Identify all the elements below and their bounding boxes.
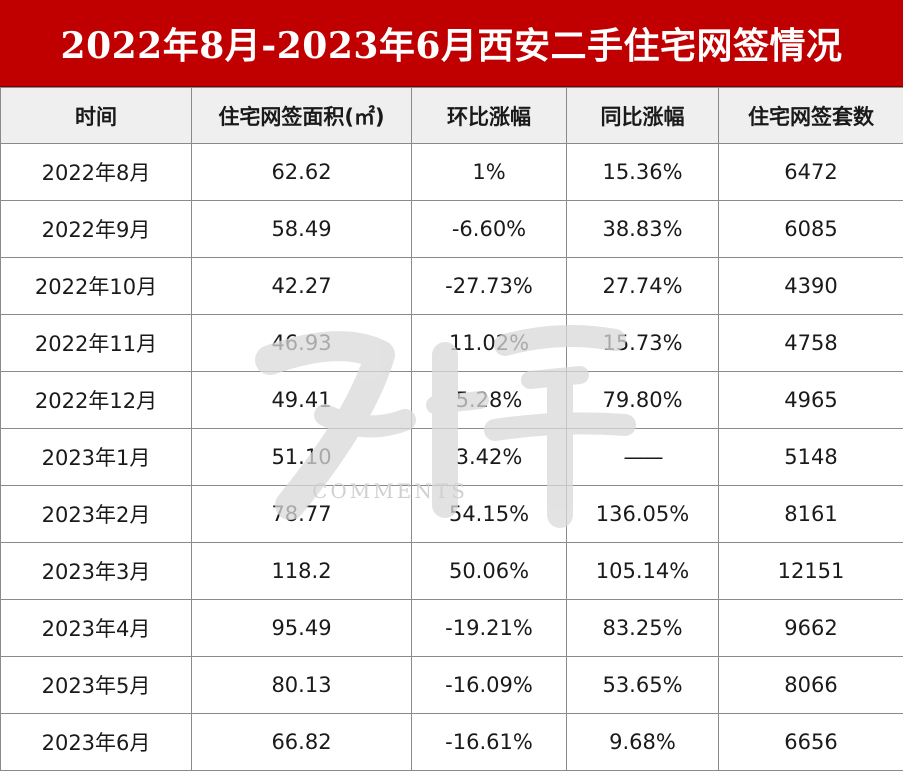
table-cell: 2023年6月 xyxy=(1,714,192,771)
table-cell: 4965 xyxy=(719,372,903,429)
table-cell: 46.93 xyxy=(192,315,412,372)
table-cell: 49.41 xyxy=(192,372,412,429)
table-cell: 9662 xyxy=(719,600,903,657)
table-cell: 80.13 xyxy=(192,657,412,714)
table-cell: -16.09% xyxy=(412,657,567,714)
header-row: 时间 住宅网签面积(㎡) 环比涨幅 同比涨幅 住宅网签套数 xyxy=(1,88,903,144)
table-cell: 66.82 xyxy=(192,714,412,771)
table-cell: 2022年11月 xyxy=(1,315,192,372)
table-cell: 6472 xyxy=(719,144,903,201)
table-cell: -6.60% xyxy=(412,201,567,258)
table-cell: 2023年5月 xyxy=(1,657,192,714)
table-cell: -27.73% xyxy=(412,258,567,315)
table-title: 2022年8月-2023年6月西安二手住宅网签情况 xyxy=(0,0,903,87)
header-cell: 时间 xyxy=(1,88,192,144)
table-cell: 8066 xyxy=(719,657,903,714)
table-cell: 6656 xyxy=(719,714,903,771)
table-cell: 2022年12月 xyxy=(1,372,192,429)
table-cell: 2022年9月 xyxy=(1,201,192,258)
header-cell: 环比涨幅 xyxy=(412,88,567,144)
table-cell: -19.21% xyxy=(412,600,567,657)
table-cell: 2023年4月 xyxy=(1,600,192,657)
table-cell: 78.77 xyxy=(192,486,412,543)
table-cell: 83.25% xyxy=(567,600,719,657)
table-cell: 12151 xyxy=(719,543,903,600)
table-cell: 27.74% xyxy=(567,258,719,315)
table-cell: 4758 xyxy=(719,315,903,372)
table-cell: 79.80% xyxy=(567,372,719,429)
table-cell: 58.49 xyxy=(192,201,412,258)
header-cell: 住宅网签面积(㎡) xyxy=(192,88,412,144)
table-cell: 9.68% xyxy=(567,714,719,771)
table-cell: 2023年3月 xyxy=(1,543,192,600)
table-cell: 2023年2月 xyxy=(1,486,192,543)
table-cell: 95.49 xyxy=(192,600,412,657)
table-cell: 118.2 xyxy=(192,543,412,600)
table-cell: 38.83% xyxy=(567,201,719,258)
table-cell: 5148 xyxy=(719,429,903,486)
table-cell: 105.14% xyxy=(567,543,719,600)
table-cell: 2023年1月 xyxy=(1,429,192,486)
table-cell: 8161 xyxy=(719,486,903,543)
table-cell: 3.42% xyxy=(412,429,567,486)
empty-value-dash: —— xyxy=(624,445,662,469)
table-cell: 15.73% xyxy=(567,315,719,372)
table-cell: 4390 xyxy=(719,258,903,315)
table-cell: 6085 xyxy=(719,201,903,258)
header-cell: 住宅网签套数 xyxy=(719,88,903,144)
table-cell: 53.65% xyxy=(567,657,719,714)
table-cell: 2022年10月 xyxy=(1,258,192,315)
table-cell: 54.15% xyxy=(412,486,567,543)
table-cell: 1% xyxy=(412,144,567,201)
table-cell: 2022年8月 xyxy=(1,144,192,201)
table-cell: 50.06% xyxy=(412,543,567,600)
table-cell: 5.28% xyxy=(412,372,567,429)
table-cell: 42.27 xyxy=(192,258,412,315)
table-cell: 15.36% xyxy=(567,144,719,201)
header-cell: 同比涨幅 xyxy=(567,88,719,144)
table-cell: -16.61% xyxy=(412,714,567,771)
table-cell: 11.02% xyxy=(412,315,567,372)
table-cell: 51.10 xyxy=(192,429,412,486)
table-cell: 136.05% xyxy=(567,486,719,543)
table-cell: —— xyxy=(567,429,719,486)
table-cell: 62.62 xyxy=(192,144,412,201)
